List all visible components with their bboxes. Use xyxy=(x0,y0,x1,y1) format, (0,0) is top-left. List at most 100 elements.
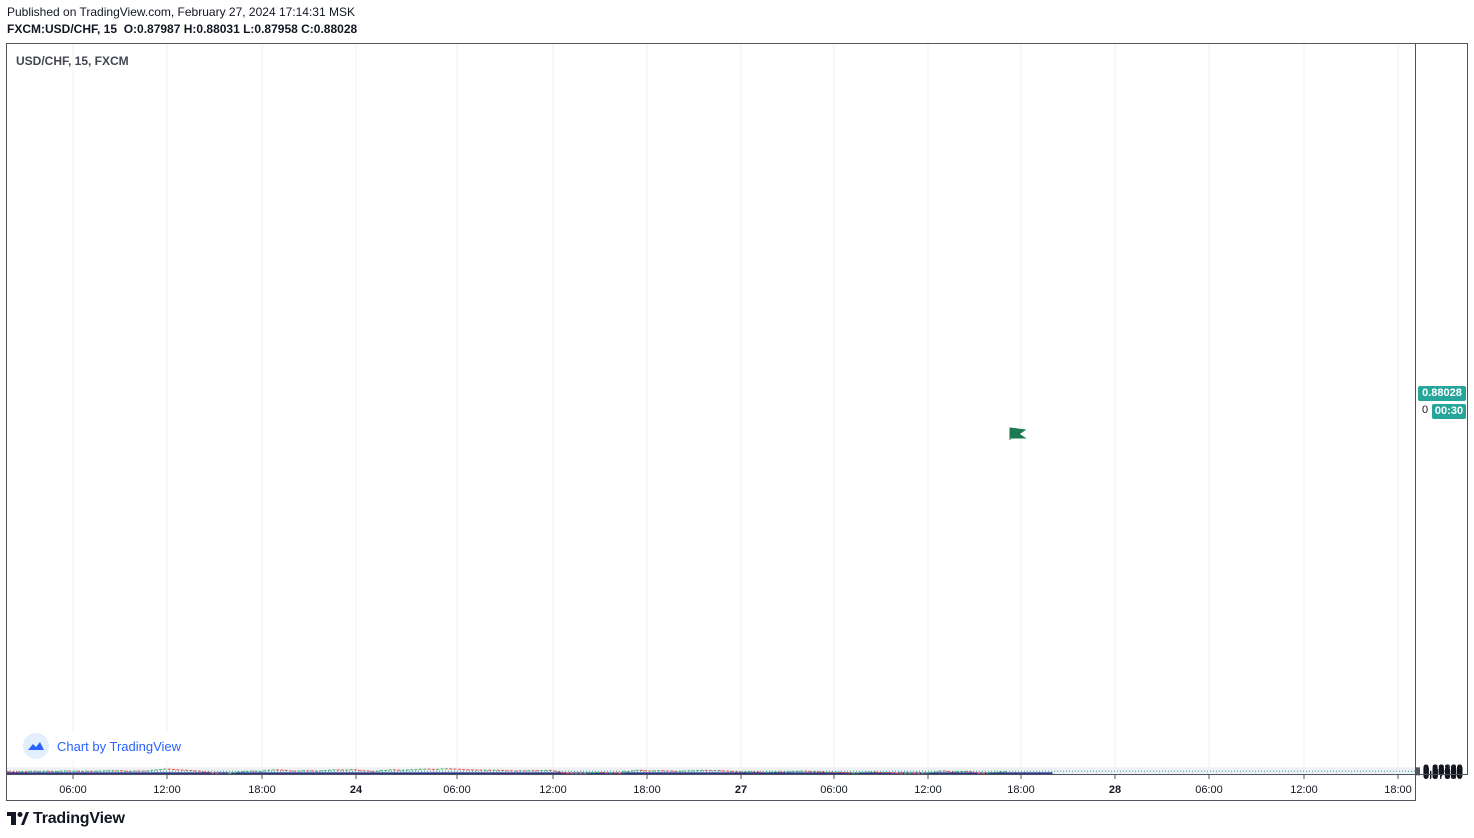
candle-up xyxy=(133,770,137,772)
candle-down xyxy=(172,768,176,770)
candle-down xyxy=(838,771,842,773)
chart-pane[interactable] xyxy=(6,43,1416,775)
candle-up xyxy=(232,772,236,774)
candle-down xyxy=(167,768,171,770)
candle-down xyxy=(470,769,474,771)
candle-up xyxy=(748,771,752,773)
candle-up xyxy=(436,768,440,770)
candle-up xyxy=(150,769,154,771)
symbol-interval: FXCM:USD/CHF, 15 xyxy=(7,22,118,36)
candle-down xyxy=(847,772,851,774)
candle-up xyxy=(882,771,886,773)
time-tick-label: 18:00 xyxy=(248,784,276,796)
candle-up xyxy=(405,769,409,771)
candle-down xyxy=(431,768,435,770)
candle-down xyxy=(981,772,985,774)
candle-down xyxy=(336,769,340,771)
candle-down xyxy=(284,769,288,771)
candle-down xyxy=(193,770,197,772)
chart-by-tradingview-link[interactable]: Chart by TradingView xyxy=(19,731,186,761)
candle-up xyxy=(544,769,548,771)
candle-down xyxy=(16,771,20,773)
candle-down xyxy=(211,772,215,774)
candle-up xyxy=(540,770,544,772)
candle-up xyxy=(379,770,383,772)
candle-down xyxy=(496,769,500,771)
candle-down xyxy=(600,771,604,773)
candle-down xyxy=(947,771,951,773)
price-tick-label: 0.88200 xyxy=(1423,764,1463,776)
candle-up xyxy=(596,771,600,773)
candle-up xyxy=(327,769,331,771)
candle-down xyxy=(890,772,894,774)
candle-up xyxy=(769,771,773,773)
candle-down xyxy=(475,769,479,771)
candle-up xyxy=(228,772,232,774)
candle-up xyxy=(440,768,444,770)
time-tick-label: 18:00 xyxy=(1007,784,1035,796)
time-tick-label: 12:00 xyxy=(914,784,942,796)
candle-down xyxy=(739,771,743,773)
candle-down xyxy=(488,769,492,771)
candle-up xyxy=(782,771,786,773)
candle-down xyxy=(886,771,890,773)
tradingview-logo[interactable]: TradingView xyxy=(7,810,125,828)
candle-up xyxy=(418,768,422,770)
candle-down xyxy=(293,770,297,772)
candle-down xyxy=(644,770,648,772)
candle-up xyxy=(652,770,656,772)
candle-up xyxy=(860,771,864,773)
price-tick-label: 0.87960 xyxy=(1423,767,1463,779)
candle-down xyxy=(951,771,955,773)
candle-up xyxy=(267,769,271,771)
candle-up xyxy=(384,769,388,771)
candle-down xyxy=(288,770,292,772)
candle-up xyxy=(696,770,700,772)
candle-down xyxy=(449,768,453,770)
time-scale[interactable] xyxy=(6,775,1416,801)
candle-down xyxy=(24,771,28,773)
candle-down xyxy=(722,770,726,772)
candle-up xyxy=(527,770,531,772)
candle-down xyxy=(505,770,509,772)
candle-up xyxy=(375,770,379,772)
time-tick-label: 27 xyxy=(735,784,747,796)
price-tick-label: 0.88040 xyxy=(1423,766,1463,778)
candle-up xyxy=(349,769,353,771)
candle-down xyxy=(899,773,903,775)
candle-up xyxy=(163,768,167,770)
candle-down xyxy=(778,771,782,773)
candle-down xyxy=(618,772,622,774)
candle-up xyxy=(986,772,990,774)
candle-down xyxy=(760,771,764,773)
watermark-text: Chart by TradingView xyxy=(57,738,182,754)
candle-down xyxy=(548,769,552,771)
published-line: Published on TradingView.com, February 2… xyxy=(7,5,355,19)
candle-up xyxy=(635,769,639,771)
time-tick-label: 12:00 xyxy=(539,784,567,796)
candle-down xyxy=(557,771,561,773)
candle-up xyxy=(301,770,305,772)
candle-down xyxy=(371,771,375,773)
candle-down xyxy=(462,769,466,771)
candle-up xyxy=(98,770,102,772)
candle-down xyxy=(427,768,431,770)
price-scale[interactable] xyxy=(1416,43,1468,775)
candle-down xyxy=(709,770,713,772)
candle-down xyxy=(206,771,210,773)
time-tick-label: 12:00 xyxy=(153,784,181,796)
candle-up xyxy=(700,769,704,771)
candle-down xyxy=(674,771,678,773)
candle-up xyxy=(869,771,873,773)
candle-down xyxy=(215,773,219,775)
bar-countdown-tag: 00:30 xyxy=(1432,404,1466,419)
candle-down xyxy=(873,771,877,773)
candle-up xyxy=(410,769,414,771)
candle-up xyxy=(258,771,262,773)
candle-up xyxy=(765,771,769,773)
candle-up xyxy=(864,771,868,773)
candle-down xyxy=(730,771,734,773)
candle-up xyxy=(55,771,59,773)
candle-up xyxy=(94,770,98,772)
